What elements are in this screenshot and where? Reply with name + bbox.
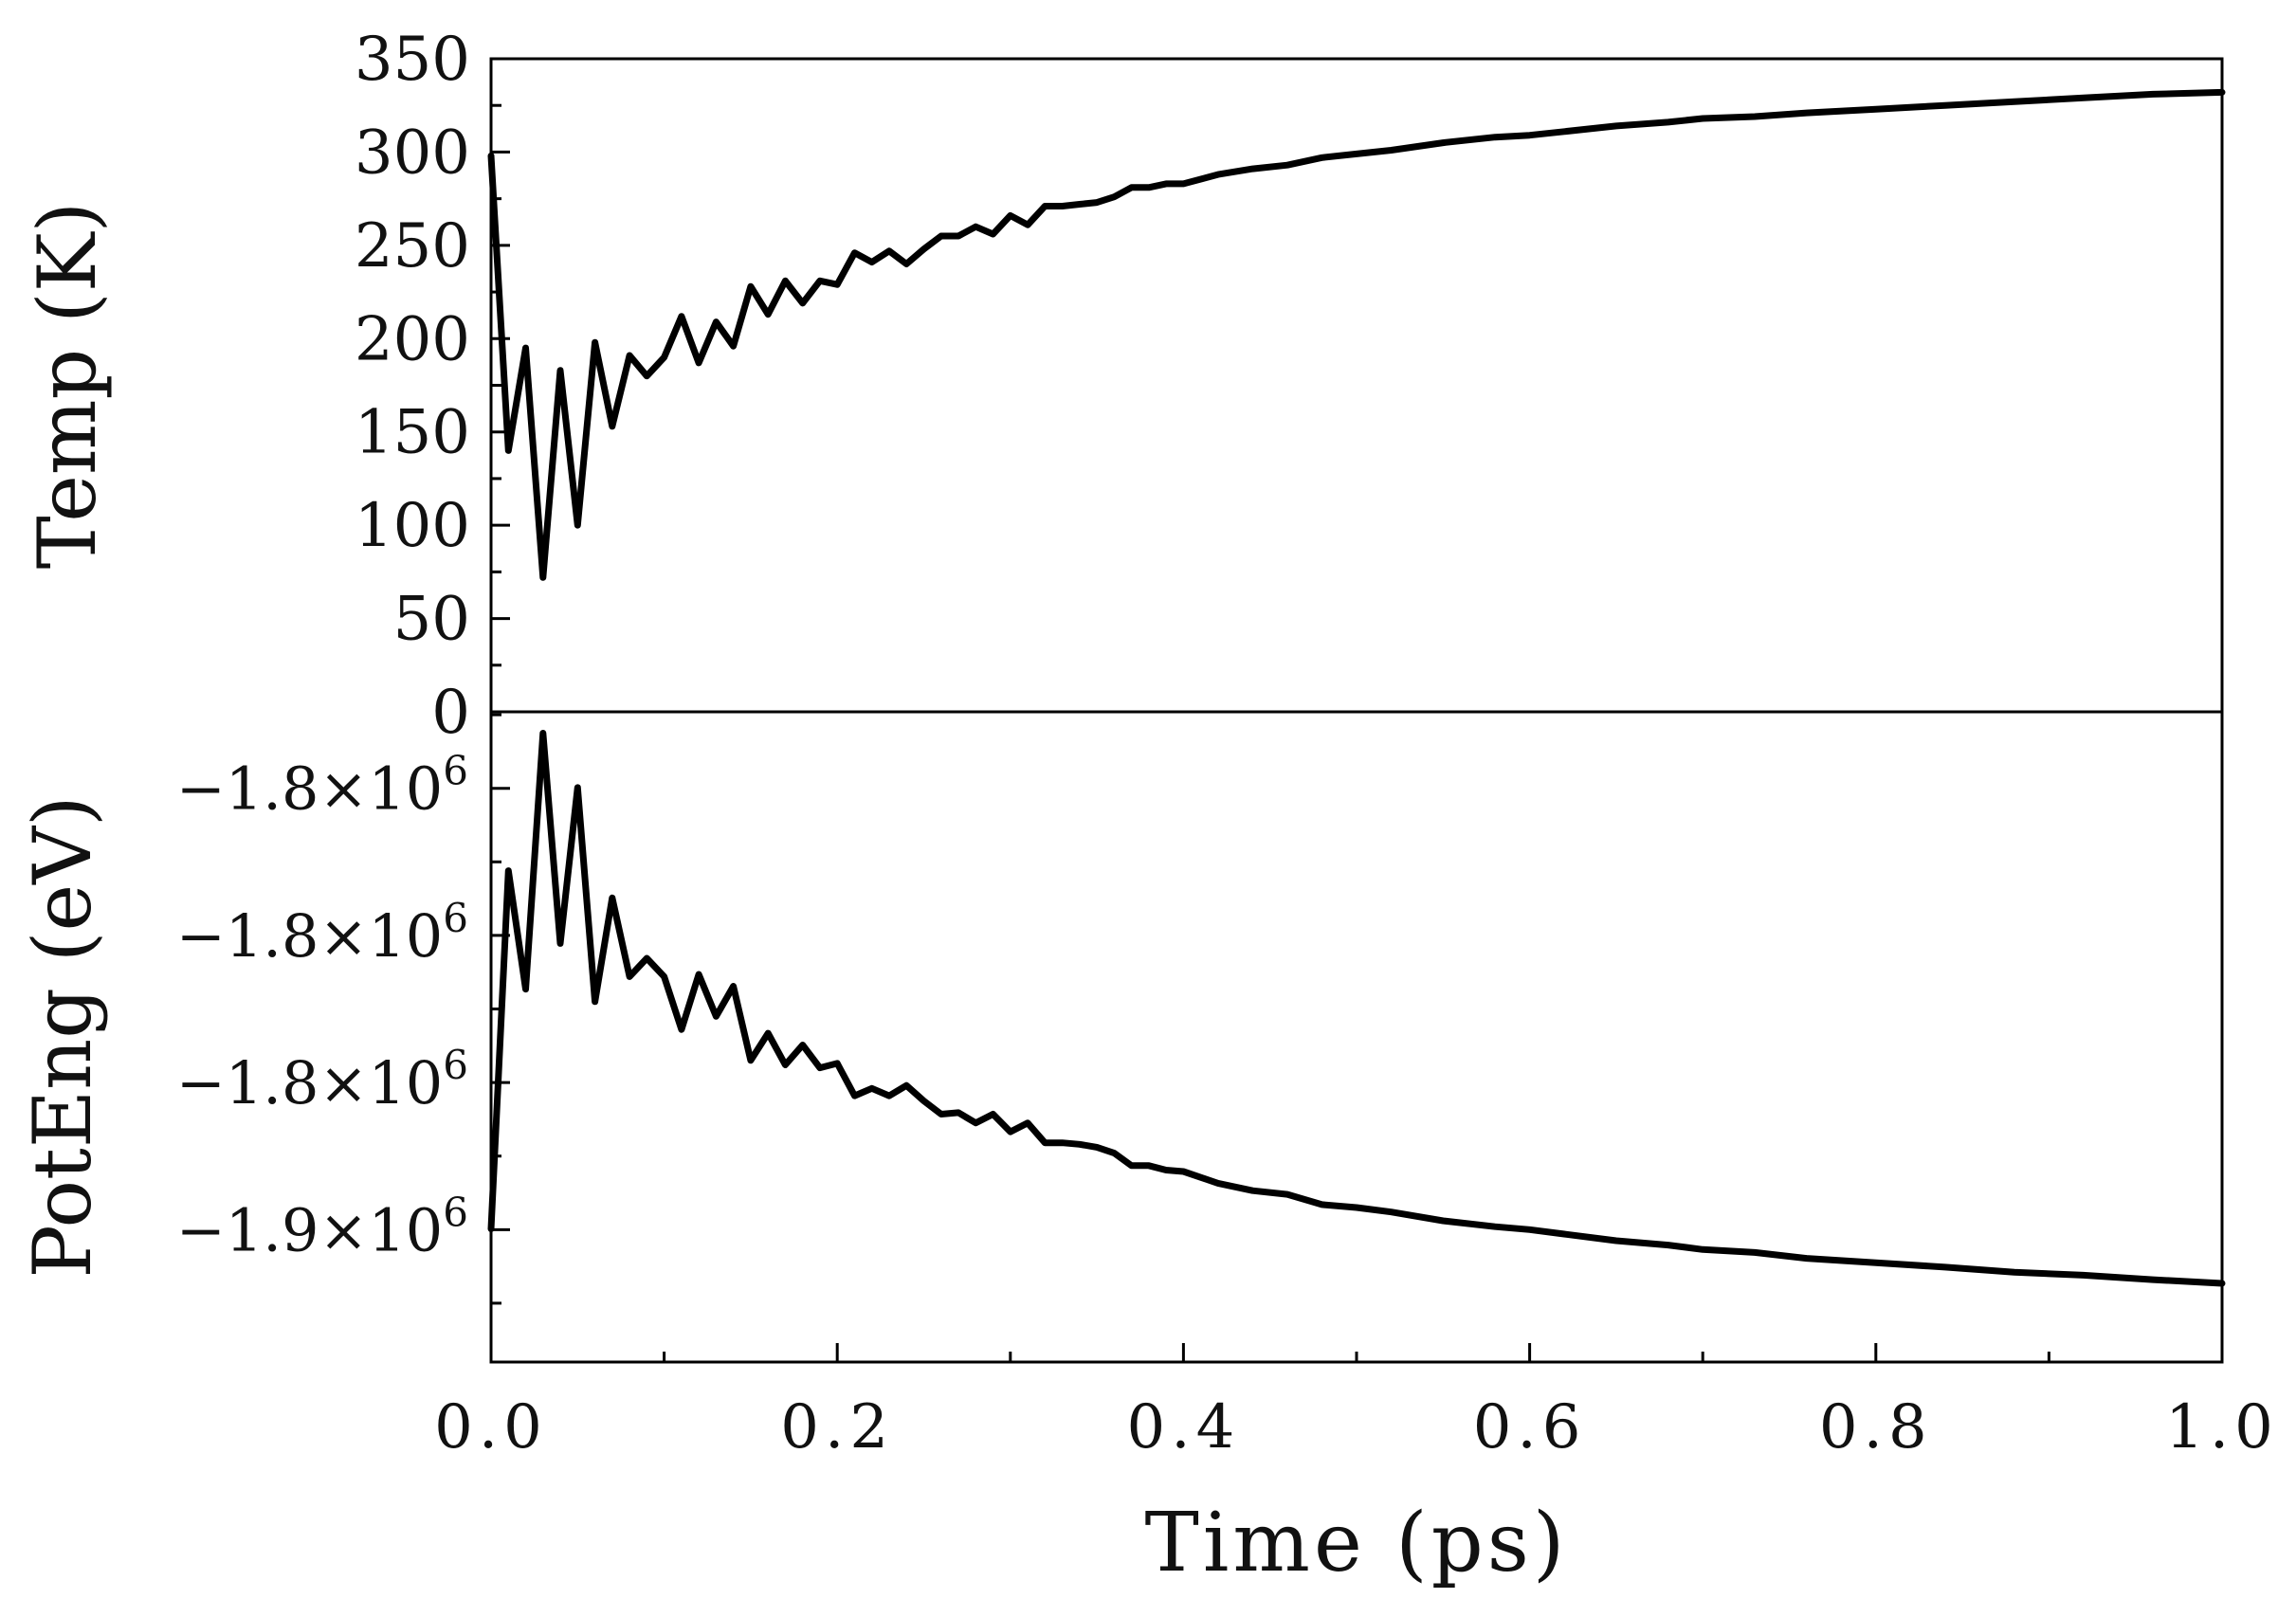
temp-ytick-label: 350 — [355, 25, 470, 95]
poteng-ytick-label: −1.9×106 — [176, 1189, 468, 1264]
temp-ytick-label: 0 — [431, 678, 470, 748]
xlabel: Time (ps) — [1145, 1496, 1569, 1590]
poteng-ytick-label: −1.8×106 — [176, 1042, 468, 1117]
temp-ytick-label: 100 — [355, 491, 470, 561]
temp-ytick-label: 200 — [355, 304, 470, 374]
xtick-label: 0.4 — [1127, 1392, 1241, 1463]
temp-ylabel: Temp (K) — [21, 202, 114, 570]
poteng-ytick-label: −1.8×106 — [176, 748, 468, 824]
xtick-label: 0.2 — [780, 1392, 894, 1463]
temp-ytick-label: 150 — [355, 398, 470, 468]
poteng-plot-frame — [489, 710, 2224, 1364]
xtick-label: 0.6 — [1473, 1392, 1587, 1463]
poteng-ytick-label: −1.8×106 — [176, 895, 468, 971]
temp-series-line-0 — [487, 88, 2226, 581]
poteng-ylabel: PotEng (eV) — [16, 795, 109, 1278]
xtick-label: 1.0 — [2165, 1392, 2279, 1463]
temp-ytick-label: 300 — [355, 118, 470, 188]
temp-ytick-label: 50 — [393, 585, 470, 655]
xtick-label: 0.0 — [434, 1392, 548, 1463]
poteng-series-line-0 — [487, 730, 2226, 1287]
temp-ytick-label: 250 — [355, 211, 470, 282]
xtick-label: 0.8 — [1819, 1392, 1933, 1463]
